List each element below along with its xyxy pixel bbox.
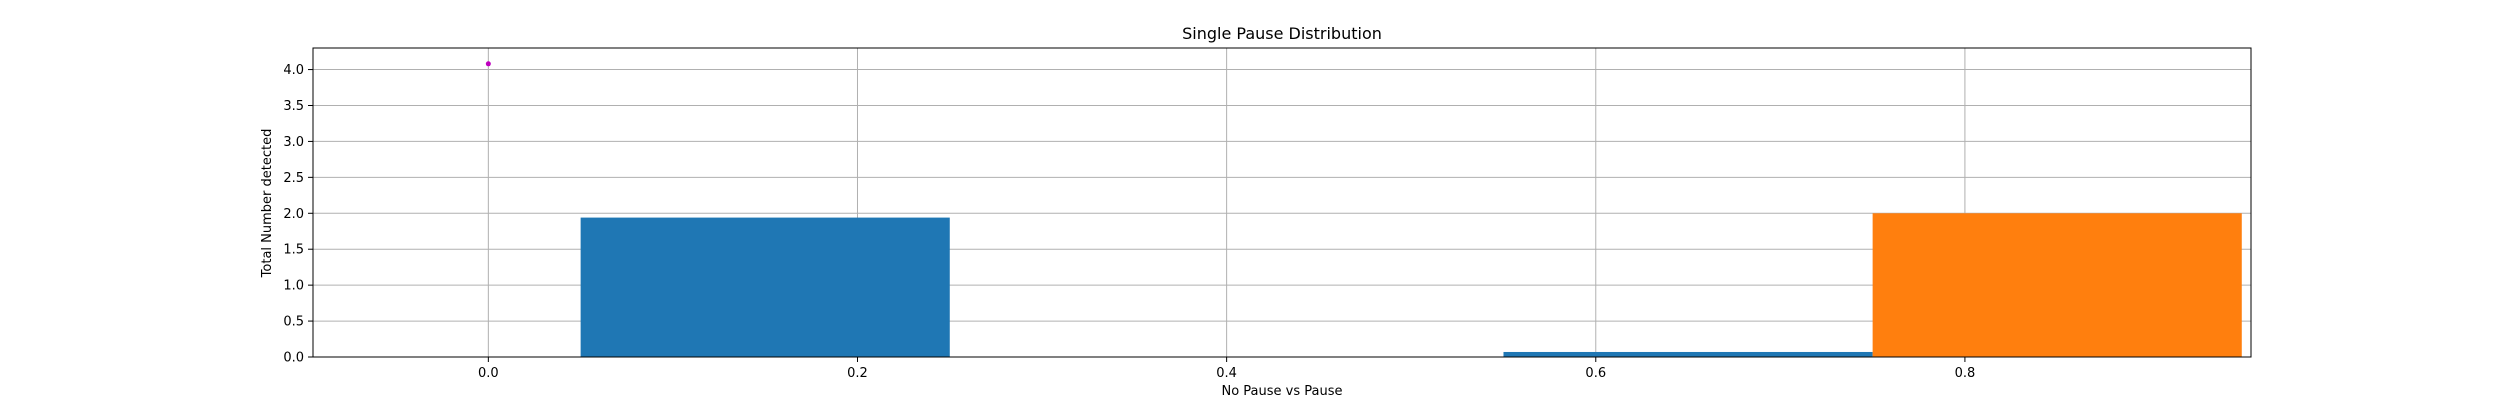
x-tick-label: 0.2 [847,366,868,381]
tick-layer: 0.0 0.2 0.4 0.6 0.8 0.0 0.5 1.0 1.5 2.0 2.5 3.0 3.5 4… [283,63,1975,381]
x-tick-label: 0.6 [1585,366,1606,381]
point-layer [485,61,491,67]
y-tick-label: 3.5 [283,99,304,114]
x-tick-label: 0.8 [1955,366,1976,381]
x-tick-label: 0.0 [478,366,499,381]
bar-layer [580,213,2242,357]
y-tick-label: 4.0 [283,63,304,78]
y-tick-label: 1.0 [283,279,304,294]
y-tick-label: 2.0 [283,207,304,222]
y-tick-label: 0.0 [283,351,304,366]
x-axis-label: No Pause vs Pause [1221,384,1342,399]
y-tick-label: 0.5 [283,315,304,330]
bar-series-1-2 [1503,351,1873,357]
plot-frame [312,47,2252,358]
y-axis-label: Total Number detected [260,129,275,279]
data-point-1 [485,61,491,67]
bar-series-2-1 [1872,213,2242,357]
bar-series-1-1 [580,217,950,357]
y-tick-label: 1.5 [283,243,304,258]
y-tick-label: 2.5 [283,171,304,186]
y-tick-label: 3.0 [283,135,304,150]
chart-title: Single Pause Distribution [1182,24,1382,43]
x-tick-label: 0.4 [1216,366,1237,381]
